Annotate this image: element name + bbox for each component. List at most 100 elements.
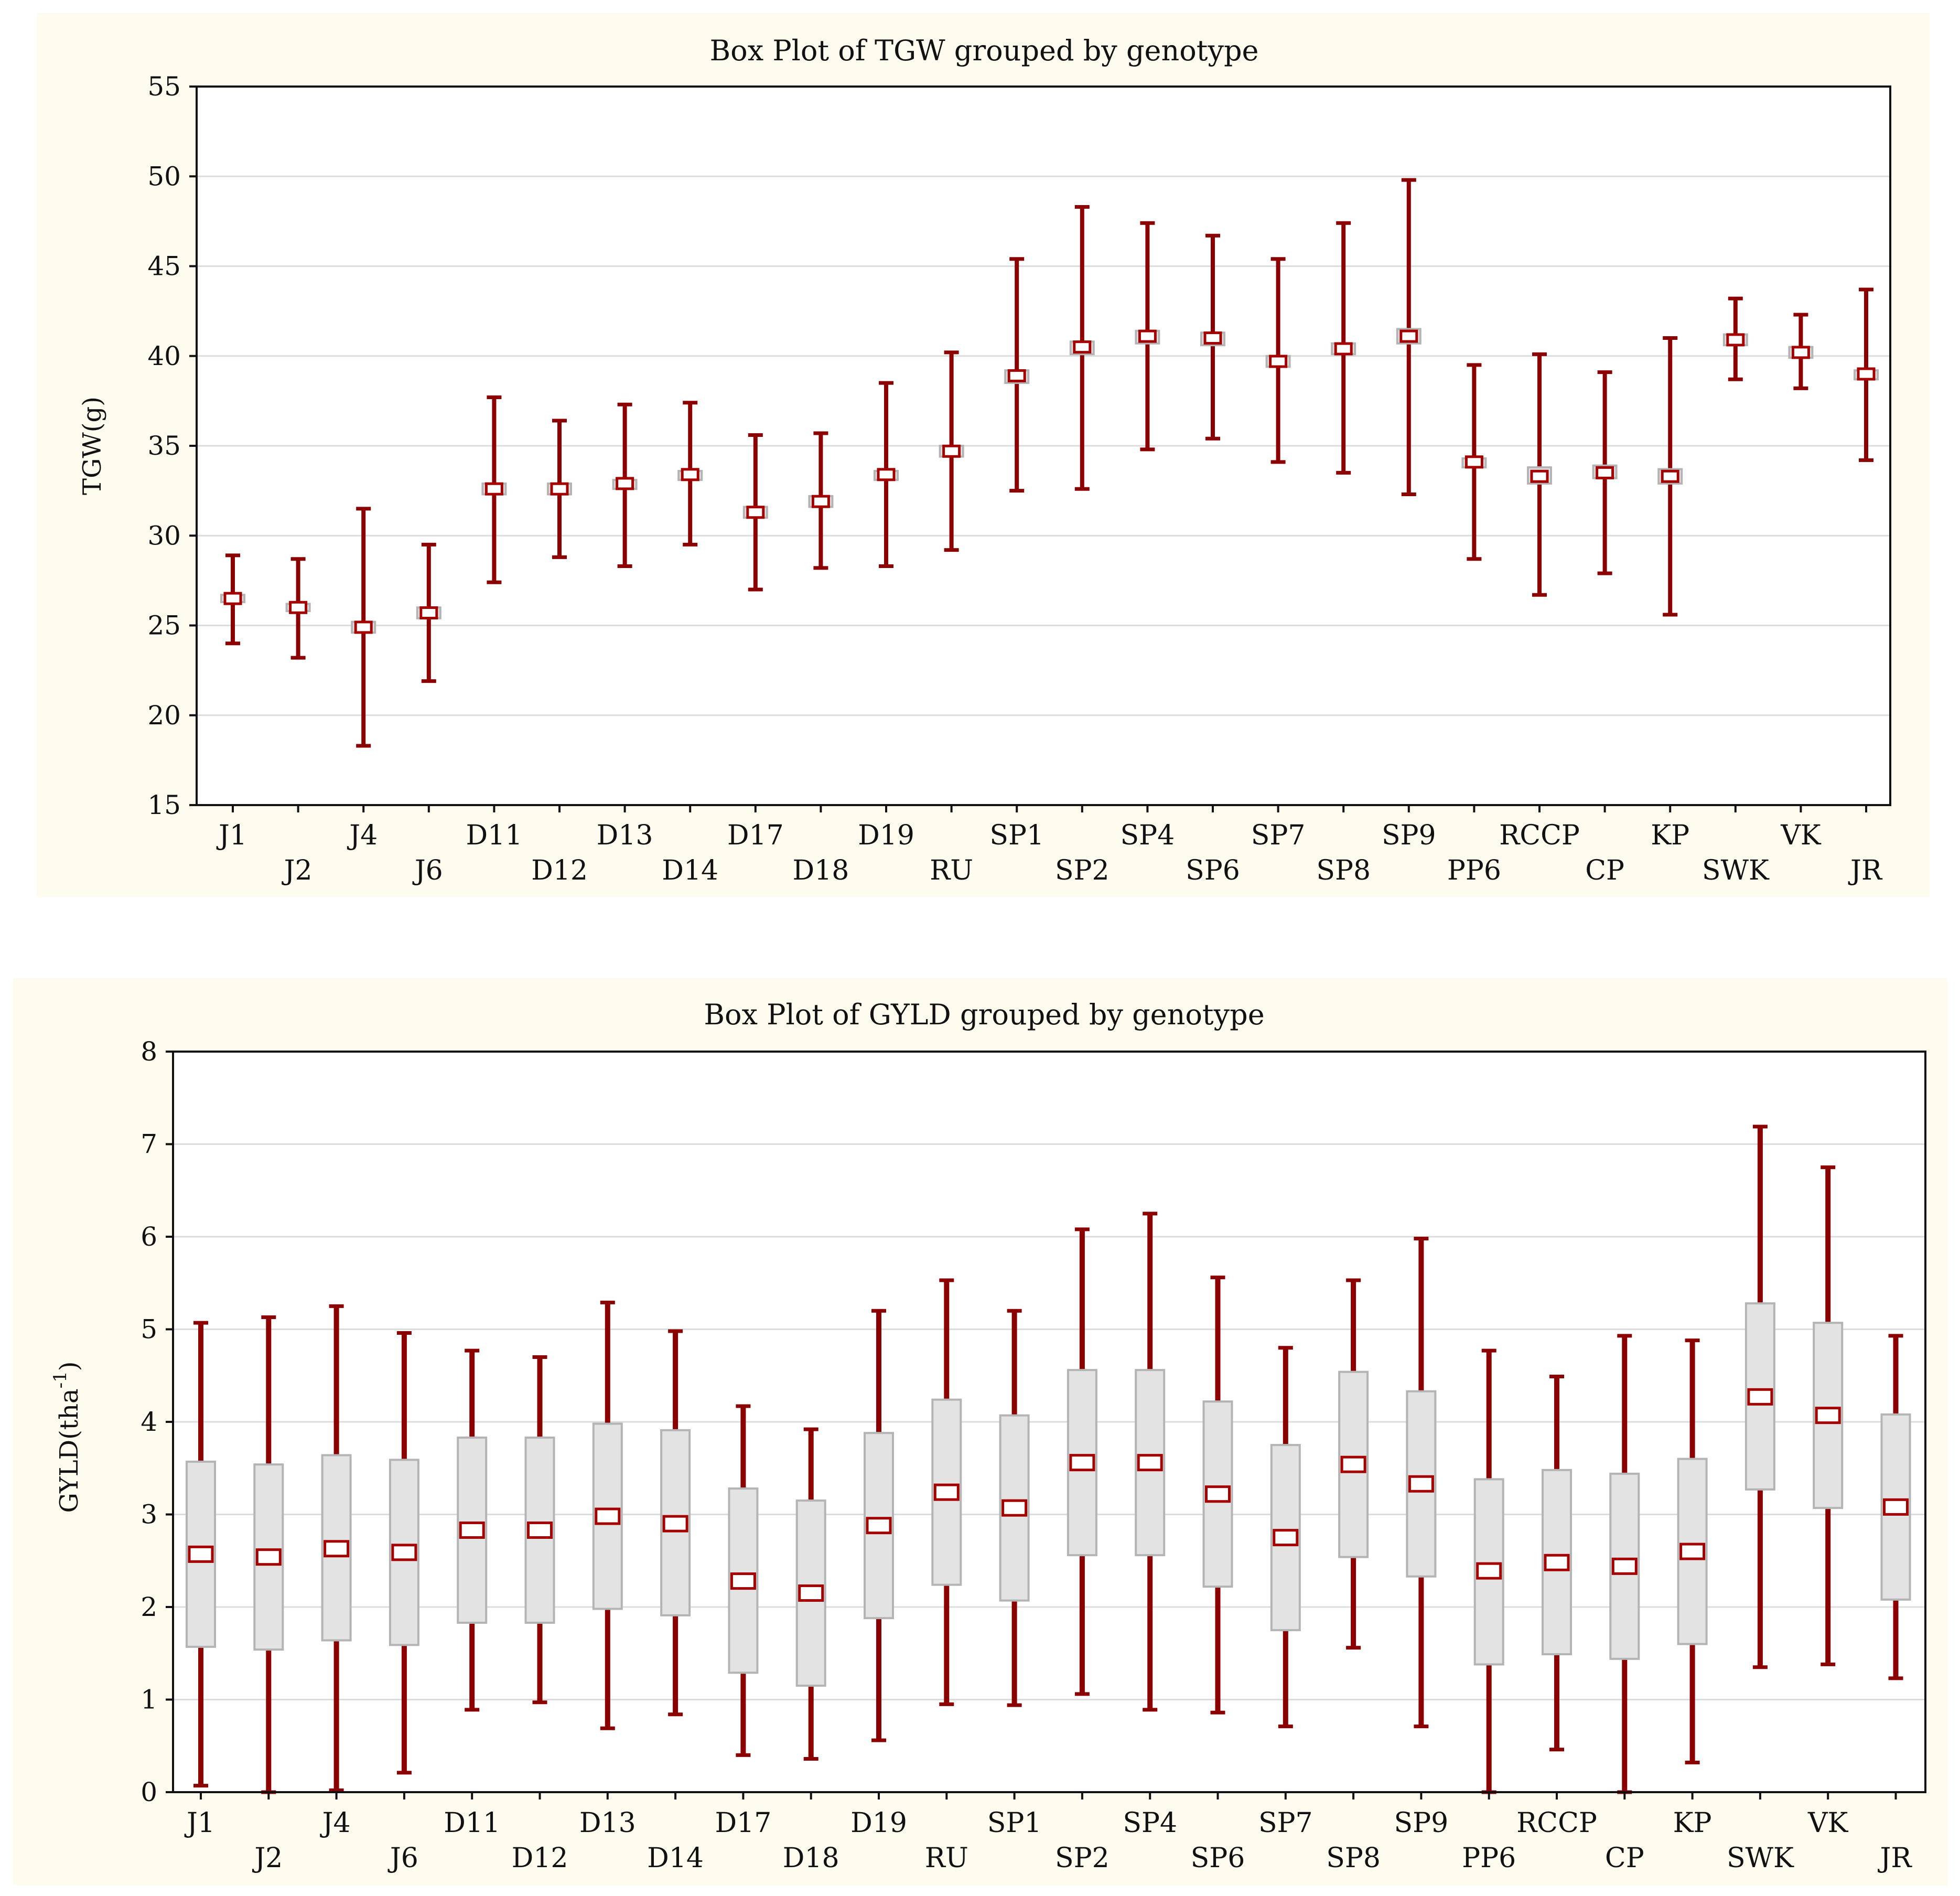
gyld-y-tick-label: 4	[141, 1407, 157, 1437]
tgw-category-label: D11	[466, 820, 522, 851]
gyld-box-d13	[592, 1300, 623, 1730]
median-marker	[730, 1572, 756, 1590]
tgw-box-j1	[220, 553, 245, 646]
tgw-box-d13	[612, 402, 638, 568]
tgw-y-ticks: 15 20 25 30 35 40 45 50 55	[147, 71, 197, 820]
tgw-category-label: SP8	[1316, 855, 1371, 886]
median-marker	[1334, 342, 1353, 356]
tgw-box-sp9	[1396, 178, 1421, 496]
gyld-y-tick-label: 7	[141, 1129, 157, 1160]
gyld-chart-title: Box Plot of GYLD grouped by genotype	[704, 998, 1264, 1031]
tgw-box-d14	[677, 401, 703, 547]
median-marker	[419, 606, 438, 620]
gyld-category-label: KP	[1673, 1807, 1712, 1839]
gyld-category-label: D17	[715, 1807, 771, 1839]
median-marker	[1340, 1455, 1366, 1473]
gyld-box-sp4	[1135, 1212, 1166, 1712]
tgw-category-label: D14	[662, 855, 718, 886]
gyld-y-tick-label: 2	[141, 1592, 157, 1622]
gyld-category-label: SP4	[1123, 1807, 1177, 1839]
tgw-box-j2	[285, 557, 311, 660]
tgw-y-tick-label: 25	[147, 610, 181, 641]
median-marker	[746, 506, 765, 519]
tgw-box-ru	[939, 350, 964, 552]
median-marker	[1679, 1542, 1706, 1560]
gyld-box-j1	[186, 1321, 216, 1788]
median-marker	[1596, 466, 1614, 479]
gyld-y-axis-label-suffix: )	[55, 1362, 84, 1372]
tgw-category-label: J6	[412, 855, 443, 886]
gyld-boxes	[186, 1124, 1911, 1794]
tgw-box-sp7	[1265, 257, 1291, 464]
median-marker	[1476, 1562, 1502, 1580]
tgw-box-swk	[1722, 296, 1748, 381]
tgw-y-tick-label: 45	[147, 251, 181, 282]
median-marker	[289, 601, 308, 614]
gyld-box-cp	[1609, 1334, 1640, 1794]
median-marker	[527, 1522, 553, 1539]
tgw-box-d19	[874, 381, 899, 568]
median-marker	[1815, 1407, 1841, 1424]
median-marker	[1726, 333, 1745, 347]
median-marker	[188, 1545, 214, 1563]
gyld-category-label: D11	[444, 1807, 500, 1839]
gyld-category-label: SP6	[1191, 1843, 1245, 1874]
median-marker	[942, 444, 961, 458]
gyld-box-rccp	[1542, 1375, 1572, 1752]
median-marker	[1203, 331, 1222, 345]
gyld-plot-frame	[172, 1051, 1926, 1793]
median-marker	[1399, 329, 1418, 343]
gyld-category-label: RU	[925, 1843, 968, 1874]
tgw-box-rccp	[1527, 352, 1552, 597]
tgw-category-label: SP7	[1251, 820, 1306, 851]
gyld-y-tick-label: 5	[141, 1314, 157, 1345]
gyld-category-label: SP2	[1055, 1843, 1110, 1874]
median-marker	[324, 1540, 350, 1558]
median-marker	[1661, 469, 1679, 483]
gyld-category-label: RCCP	[1516, 1807, 1597, 1839]
tgw-category-label: KP	[1651, 820, 1689, 851]
median-marker	[1138, 329, 1157, 343]
median-marker	[255, 1548, 282, 1566]
tgw-category-label: PP6	[1447, 855, 1501, 886]
tgw-y-axis-label: TGW(g)	[78, 397, 107, 495]
gyld-category-label: SP1	[987, 1807, 1042, 1839]
median-marker	[1464, 455, 1483, 469]
gyld-box-ru	[931, 1278, 962, 1706]
tgw-category-label: SP1	[989, 820, 1044, 851]
gyld-y-tick-label: 1	[141, 1685, 157, 1715]
tgw-y-tick-label: 20	[147, 700, 181, 731]
median-marker	[550, 482, 569, 496]
gyld-category-label: D19	[850, 1807, 907, 1839]
median-marker	[877, 468, 896, 481]
gyld-category-label: PP6	[1462, 1843, 1516, 1874]
tgw-category-label: SP4	[1121, 820, 1175, 851]
tgw-box-sp6	[1200, 233, 1225, 441]
gyld-category-label: J1	[184, 1807, 215, 1839]
gyld-box-pp6	[1473, 1348, 1504, 1794]
median-marker	[866, 1517, 892, 1535]
median-marker	[223, 592, 242, 605]
gyld-box-sp7	[1270, 1346, 1301, 1729]
gyld-box-kp	[1677, 1338, 1708, 1765]
median-marker	[616, 477, 634, 490]
tgw-gridlines	[197, 175, 1890, 716]
gyld-category-label: J2	[252, 1843, 283, 1874]
gyld-box-jr	[1880, 1334, 1911, 1680]
gyld-y-tick-label: 6	[141, 1222, 157, 1252]
tgw-category-label: D13	[597, 820, 653, 851]
median-marker	[1001, 1499, 1028, 1517]
tgw-box-d17	[742, 433, 768, 592]
tgw-category-label: RCCP	[1499, 820, 1580, 851]
gyld-y-tick-label: 0	[141, 1777, 157, 1807]
tgw-category-label: CP	[1585, 855, 1624, 886]
median-marker	[1544, 1554, 1570, 1571]
gyld-y-axis-label: GYLD(tha-1)	[50, 1362, 84, 1513]
gyld-y-tick-label: 3	[141, 1499, 157, 1530]
tgw-box-jr	[1854, 287, 1879, 462]
tgw-box-kp	[1657, 336, 1683, 617]
gyld-box-d11	[457, 1348, 488, 1712]
gyld-box-sp9	[1406, 1237, 1437, 1729]
gyld-y-tick-label: 8	[141, 1036, 157, 1067]
